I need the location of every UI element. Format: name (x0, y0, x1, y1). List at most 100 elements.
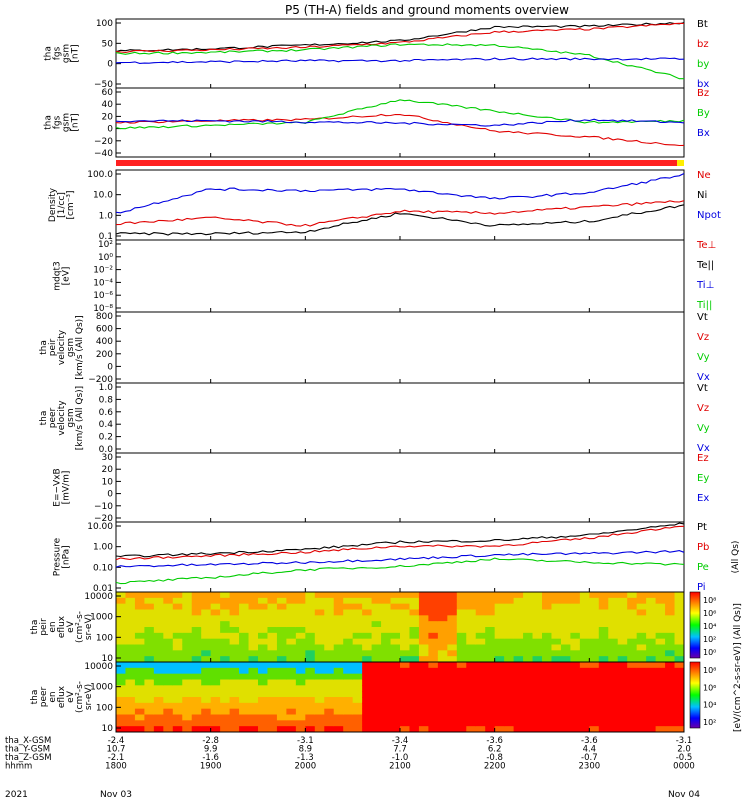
spectrogram-cell (182, 627, 193, 634)
spectrogram-cell (400, 685, 410, 692)
spectrogram-cell (371, 650, 382, 657)
spectrogram-cell (504, 592, 515, 599)
spectrogram-cell (674, 679, 685, 686)
spectrogram-cell (248, 667, 259, 675)
spectrogram-cell (163, 679, 174, 686)
y-tick-label: −50 (94, 80, 113, 90)
spectrogram-cell (172, 656, 183, 663)
spectrogram-cell (116, 673, 126, 680)
spectrogram-cell (409, 679, 420, 686)
spectrogram-cell (579, 656, 590, 663)
spectrogram-cell (400, 673, 410, 680)
spectrogram-cell (314, 662, 325, 669)
spectrogram-cell (617, 685, 628, 692)
spectrogram-cell (371, 656, 382, 663)
spectrogram-cell (201, 667, 212, 675)
spectrogram-cell (239, 685, 250, 692)
spectrogram-cell (551, 667, 562, 675)
spectrogram-cell (447, 615, 458, 622)
spectrogram-cell (418, 720, 429, 727)
spectrogram-cell (513, 720, 524, 727)
spectrogram-cell (248, 685, 259, 692)
spectrogram-cell (504, 714, 515, 721)
spectrogram-cell (324, 644, 335, 651)
spectrogram-cell (494, 662, 505, 669)
spectrogram-cell (258, 644, 268, 651)
spectrogram-cell (456, 609, 467, 616)
spectrogram-cell (674, 708, 685, 715)
spectrogram-cell (201, 662, 212, 669)
spectrogram-cell (229, 609, 240, 616)
spectrogram-cell (485, 650, 496, 657)
spectrogram-cell (343, 609, 354, 616)
spectrogram-cell (456, 662, 467, 669)
spectrogram-cell (475, 632, 486, 640)
spectrogram-cell (305, 621, 316, 628)
spectrogram-cell (276, 650, 287, 657)
y-axis-label: en (48, 691, 58, 702)
legend-entry: Ni (697, 190, 707, 201)
spectrogram-cell (182, 592, 193, 599)
legend-entry: Ti⊥ (696, 280, 714, 291)
spectrogram-cell (276, 632, 287, 640)
spectrogram-cell (589, 656, 600, 663)
spectrogram-cell (305, 667, 316, 675)
spectrogram-cell (627, 632, 638, 640)
spectrogram-cell (475, 609, 486, 616)
y-axis-label: fgs (53, 115, 63, 129)
spectrogram-cell (352, 673, 363, 680)
spectrogram-cell (305, 726, 316, 733)
spectrogram-cell (314, 621, 325, 628)
spectrogram-cell (381, 679, 392, 686)
spectrogram-cell (191, 627, 202, 634)
spectrogram-cell (494, 708, 505, 715)
spectrogram-cell (504, 662, 515, 669)
spectrogram-cell (172, 714, 183, 721)
spectrogram-cell (201, 720, 212, 727)
spectrogram-cell (276, 609, 287, 616)
spectrogram-cell (523, 609, 534, 616)
spectrogram-cell (125, 621, 136, 628)
spectrogram-cell (182, 656, 193, 663)
spectrogram-cell (627, 679, 638, 686)
spectrogram-cell (305, 597, 316, 605)
footer-value: 4.4 (583, 745, 597, 755)
spectrogram-cell (182, 650, 193, 657)
spectrogram-cell (239, 691, 250, 698)
spectrogram-cell (475, 627, 486, 634)
spectrogram-cell (258, 667, 268, 675)
spectrogram-cell (343, 691, 354, 698)
spectrogram-cell (276, 702, 287, 710)
spectrogram-cell (381, 662, 392, 669)
legend-entry: Npot (697, 210, 721, 221)
spectrogram-cell (258, 592, 268, 599)
spectrogram-cell (324, 714, 335, 721)
spectrogram-cell (485, 708, 496, 715)
spectrogram-cell (305, 615, 316, 622)
spectrogram-cell (343, 638, 354, 645)
spectrogram-cell (248, 627, 259, 634)
spectrogram-cell (513, 708, 524, 715)
y-tick-label: 10⁻⁸ (93, 304, 113, 314)
spectrogram-cell (636, 597, 647, 605)
spectrogram-cell (286, 685, 297, 692)
spectrogram-cell (428, 627, 439, 634)
spectrogram-cell (466, 702, 477, 710)
spectrogram-cell (409, 673, 420, 680)
y-axis-label: sr-eV) (84, 614, 94, 640)
y-tick-label: 0.01 (93, 584, 113, 594)
spectrogram-cell (362, 627, 373, 634)
spectrogram-cell (371, 708, 382, 715)
spectrogram-cell (343, 708, 354, 715)
spectrogram-cell (456, 679, 467, 686)
spectrogram-cell (485, 621, 496, 628)
spectrogram-cell (267, 609, 278, 616)
spectrogram-cell (286, 650, 297, 657)
spectrogram-cell (551, 726, 562, 733)
spectrogram-cell (352, 627, 363, 634)
spectrogram-cell (362, 609, 373, 616)
y-tick-label: 0 (107, 490, 113, 500)
panel-frame (115, 169, 685, 241)
